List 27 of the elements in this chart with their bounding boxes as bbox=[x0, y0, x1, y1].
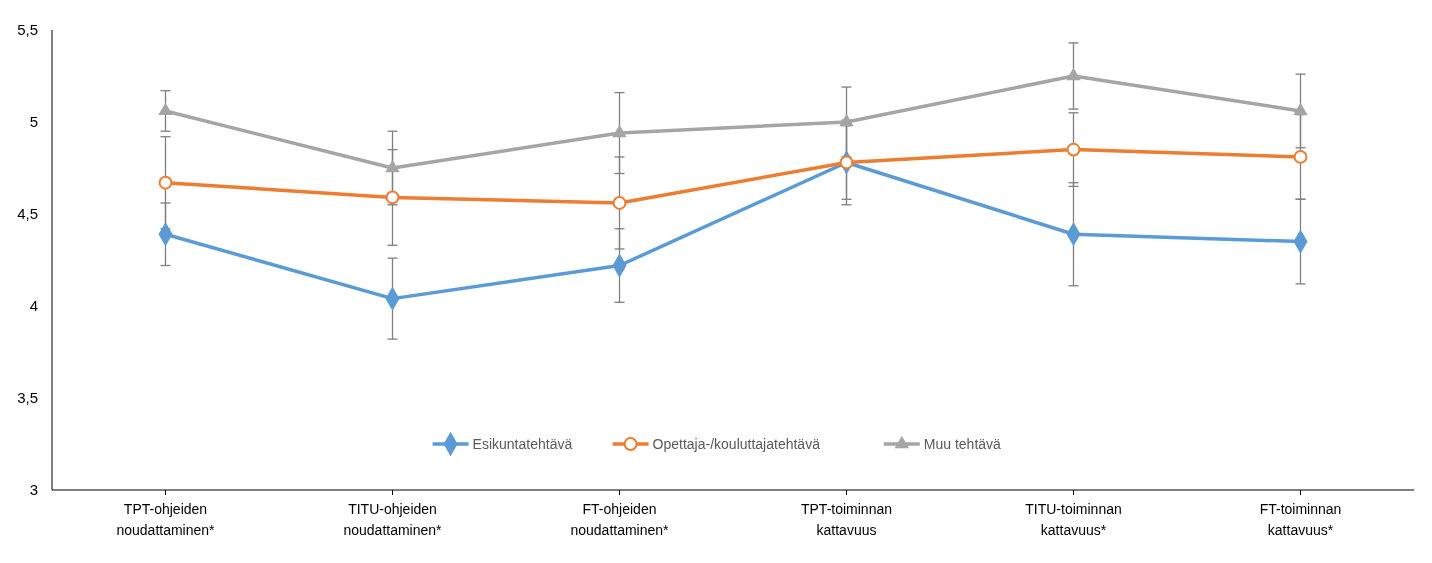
x-tick-label: FT-toiminnan kattavuus* bbox=[1259, 501, 1342, 538]
point bbox=[385, 190, 400, 205]
point bbox=[158, 175, 173, 190]
legend-label: Opettaja-/kouluttajatehtävä bbox=[652, 435, 821, 452]
point bbox=[158, 102, 173, 116]
x-tick-label: TITU-toiminnan kattavuus* bbox=[1025, 501, 1122, 538]
point bbox=[1066, 142, 1081, 157]
y-tick-label: 4 bbox=[29, 297, 38, 315]
point bbox=[1066, 67, 1081, 81]
x-tick-label: FT-ohjeiden noudattaminen* bbox=[570, 501, 670, 538]
legend-label: Esikuntatehtävä bbox=[472, 435, 573, 452]
x-tick-label: TITU-ohjeiden noudattaminen* bbox=[343, 501, 443, 538]
y-tick-label: 5,5 bbox=[17, 21, 38, 39]
y-tick-label: 3,5 bbox=[17, 389, 38, 407]
point bbox=[1293, 150, 1308, 164]
x-tick-label: TPT-ohjeiden noudattaminen* bbox=[116, 501, 216, 538]
point bbox=[385, 159, 400, 173]
legend-label: Muu tehtävä bbox=[923, 435, 1002, 452]
y-tick-label: 4,5 bbox=[17, 205, 38, 223]
x-tick-label: TPT-toiminnan kattavuus bbox=[800, 501, 893, 538]
y-tick-label: 5 bbox=[29, 113, 38, 131]
point bbox=[1293, 102, 1308, 116]
y-tick-label: 3 bbox=[29, 481, 38, 499]
point bbox=[612, 196, 627, 210]
point bbox=[839, 113, 854, 127]
point bbox=[839, 155, 854, 170]
point bbox=[612, 124, 627, 138]
